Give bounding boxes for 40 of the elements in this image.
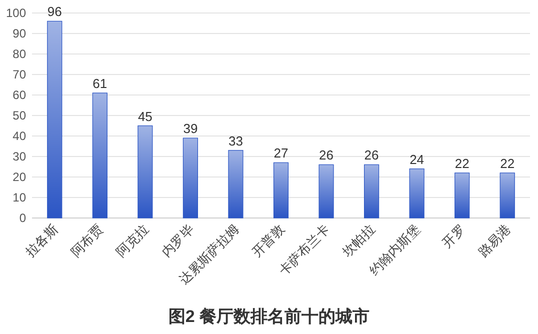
text: 图2 餐厅数排名前十的城市 xyxy=(168,307,370,326)
data-label: 96 xyxy=(47,4,62,20)
bar xyxy=(454,172,470,218)
y-tick-label: 50 xyxy=(12,108,26,122)
data-label: 22 xyxy=(454,156,470,171)
data-label: 33 xyxy=(228,133,243,148)
data-label: 45 xyxy=(138,108,152,124)
bar xyxy=(182,138,198,218)
y-tick-label: 60 xyxy=(12,88,26,102)
y-tick-label: 10 xyxy=(12,190,26,204)
bar xyxy=(47,20,62,218)
y-tick-label: 20 xyxy=(12,170,26,184)
data-label: 26 xyxy=(364,148,379,163)
y-tick-label: 100 xyxy=(6,6,26,20)
data-label: 39 xyxy=(183,121,198,136)
data-label: 22 xyxy=(500,156,515,171)
x-tick-label: 路易港 xyxy=(475,222,514,260)
bar xyxy=(138,125,153,218)
data-label: 27 xyxy=(274,146,288,161)
y-tick-label: 80 xyxy=(12,47,26,61)
y-tick-label: 90 xyxy=(12,26,26,40)
x-tick-label: 坎帕拉 xyxy=(338,222,378,260)
data-label: 24 xyxy=(410,152,424,167)
bar xyxy=(273,162,289,218)
x-tick-label: 开罗 xyxy=(439,222,468,251)
bar xyxy=(500,172,515,218)
y-tick-label: 40 xyxy=(12,129,26,143)
x-tick-label: 内罗毕 xyxy=(158,222,197,260)
data-label: 26 xyxy=(319,148,334,163)
y-tick-label: 30 xyxy=(12,150,26,164)
x-tick-label: 阿克拉 xyxy=(113,222,152,260)
bar xyxy=(318,164,334,218)
y-tick-label: 70 xyxy=(12,68,26,82)
x-tick-label: 阿布贾 xyxy=(68,222,106,260)
bar xyxy=(228,150,244,218)
bar xyxy=(92,92,108,218)
bar xyxy=(409,168,424,218)
data-label: 61 xyxy=(92,76,108,91)
x-tick-label: 开普敦 xyxy=(248,222,288,260)
bar xyxy=(364,164,380,218)
